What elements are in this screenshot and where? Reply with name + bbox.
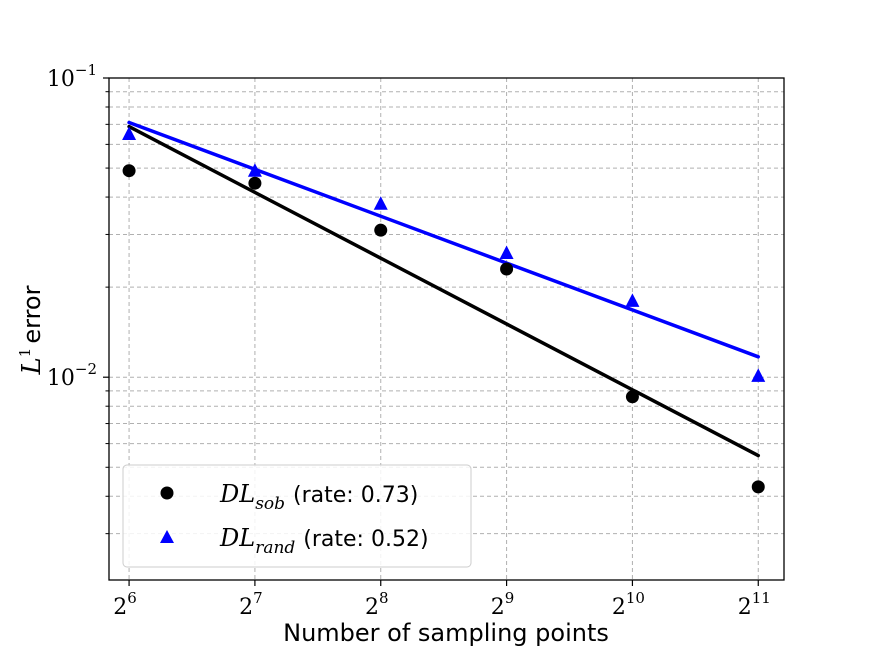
point-rand-3 [499, 245, 514, 260]
point-rand-2 [373, 196, 388, 210]
legend-sob-sub: sob [255, 494, 285, 514]
x-axis-label: Number of sampling points [283, 619, 609, 647]
data-points [122, 126, 766, 494]
x-tick-base-0: 2 [113, 595, 127, 620]
legend-marker-sob [160, 486, 174, 500]
y-axis-label-symbol: L [17, 357, 47, 375]
x-tick-base-1: 2 [239, 595, 253, 620]
y-tick-base-0: 10 [47, 67, 75, 92]
y-tick-label-1: 10−2 [47, 360, 97, 391]
x-tick-label-1: 27 [239, 589, 263, 620]
point-rand-4 [625, 293, 640, 307]
x-tick-exp-4: 10 [626, 589, 645, 607]
x-tick-exp-0: 6 [127, 589, 137, 607]
point-sob-3 [500, 262, 514, 276]
legend-label-rand: DLrand (rate: 0.52) [219, 524, 429, 558]
fit-lines [127, 120, 761, 458]
point-rand-5 [751, 368, 766, 382]
legend-rand-rate: (rate: 0.52) [303, 527, 428, 552]
point-rand-1 [247, 163, 262, 177]
x-tick-label-5: 211 [738, 589, 771, 620]
x-tick-base-2: 2 [365, 595, 379, 620]
x-tick-exp-3: 9 [505, 589, 515, 607]
y-axis-label: L1 error [16, 285, 47, 375]
legend-rand-main: DL [219, 524, 255, 552]
fit-line-rand [127, 120, 761, 359]
y-axis-label-sup: 1 [16, 348, 34, 358]
x-tick-base-5: 2 [738, 595, 752, 620]
point-sob-5 [751, 480, 765, 494]
fit-line-sob [127, 124, 761, 458]
x-tick-exp-1: 7 [253, 589, 263, 607]
svg-text:L1error: L1 error [16, 285, 47, 375]
point-sob-1 [248, 176, 262, 190]
legend-sob-rate: (rate: 0.73) [293, 483, 418, 508]
x-tick-label-4: 210 [612, 589, 645, 620]
x-tick-base-4: 2 [612, 595, 626, 620]
legend-marker-rand [160, 530, 174, 543]
point-rand-0 [122, 126, 137, 140]
x-ticks: 26 27 28 29 210 211 [113, 580, 771, 620]
plot-frame [108, 77, 785, 581]
legend-box [122, 464, 472, 568]
x-tick-base-3: 2 [491, 595, 505, 620]
legend: DLsob (rate: 0.73) DLrand (rate: 0.52) [122, 464, 472, 568]
y-tick-base-1: 10 [47, 366, 75, 391]
x-tick-label-2: 28 [365, 589, 389, 620]
legend-label-sob: DLsob (rate: 0.73) [219, 480, 418, 514]
x-tick-label-3: 29 [491, 589, 515, 620]
x-tick-label-0: 26 [113, 589, 137, 620]
y-tick-label-0: 10−1 [47, 61, 97, 92]
legend-rand-sub: rand [255, 538, 295, 558]
legend-sob-main: DL [219, 480, 255, 508]
y-tick-exp-0: −1 [75, 61, 97, 79]
x-tick-exp-5: 11 [752, 589, 771, 607]
point-sob-0 [122, 164, 136, 178]
point-sob-4 [625, 390, 639, 404]
y-axis-label-text: error [18, 285, 46, 343]
y-ticks: 10−110−2 [47, 61, 109, 535]
y-tick-exp-1: −2 [75, 360, 97, 378]
point-sob-2 [374, 223, 388, 237]
x-tick-exp-2: 8 [379, 589, 389, 607]
